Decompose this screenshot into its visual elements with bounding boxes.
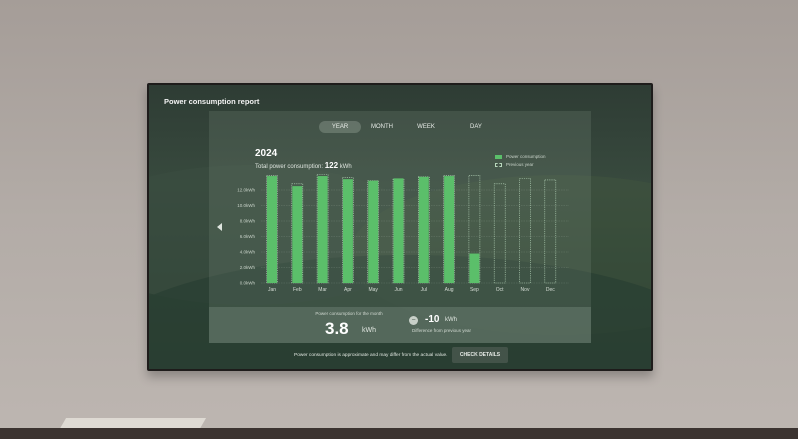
tv-frame: Power consumption report YEAR MONTH WEEK… [147, 83, 653, 371]
difference-label: Difference from previous year [412, 328, 471, 333]
minus-circle-icon: − [409, 316, 418, 325]
x-tick-label: Sep [470, 287, 479, 293]
previous-year-bar [519, 178, 531, 284]
y-tick-label: 8.0kWh [240, 219, 256, 224]
report-panel: YEAR MONTH WEEK DAY 2024 Total power con… [209, 111, 591, 343]
previous-year-bar [493, 183, 506, 284]
consumption-bar [342, 179, 353, 283]
difference-unit: kWh [445, 317, 457, 323]
consumption-bar [317, 176, 328, 283]
disclaimer-note: Power consumption is approximate and may… [294, 353, 448, 358]
previous-year-bar [291, 183, 304, 284]
consumption-bar-chart: 0.0kWh 2.0kWh 4.0kWh 6.0kWh 8.0kWh 10.0kWh 12.… [237, 174, 569, 293]
legend-swatch-previous [495, 162, 502, 167]
tab-year[interactable]: YEAR [319, 121, 361, 133]
x-tick-label: Oct [496, 287, 504, 293]
consumption-bar [368, 180, 379, 283]
y-tick-label: 0.0kWh [240, 281, 256, 286]
x-tick-label: Dec [546, 287, 555, 293]
app-title: Power consumption report [164, 97, 260, 106]
y-tick-label: 12.0kWh [237, 188, 255, 193]
x-tick-label: Jun [394, 287, 402, 293]
chart-legend: Power consumption Previous year [495, 153, 546, 169]
total-label: Total power consumption: [255, 164, 324, 170]
shelf [0, 428, 798, 439]
x-tick-label: Apr [344, 287, 352, 293]
previous-arrow-icon[interactable] [217, 223, 222, 231]
x-tick-label: Feb [293, 287, 302, 293]
consumption-bar [292, 186, 303, 283]
consumption-bar [444, 176, 455, 283]
tab-month[interactable]: MONTH [371, 124, 393, 130]
x-tick-label: Aug [445, 287, 454, 293]
year-label: 2024 [255, 148, 278, 159]
total-consumption: Total power consumption: 122 kWh [255, 161, 352, 170]
y-tick-label: 4.0kWh [240, 250, 256, 255]
stats-bar: Power consumption for the month 3.8 kWh … [209, 307, 591, 343]
previous-year-bar [316, 174, 329, 284]
consumption-bar [393, 178, 404, 283]
y-tick-label: 2.0kWh [240, 265, 256, 270]
consumption-bar [418, 176, 429, 283]
tv-screen: Power consumption report YEAR MONTH WEEK… [149, 85, 651, 369]
check-details-button[interactable]: CHECK DETAILS [452, 347, 508, 363]
legend-item-current: Power consumption [495, 153, 546, 161]
y-tick-label: 6.0kWh [240, 234, 256, 239]
tab-week[interactable]: WEEK [417, 124, 435, 130]
x-tick-label: Jan [268, 287, 276, 293]
month-consumption-unit: kWh [362, 327, 376, 334]
difference-value: -10 [425, 314, 440, 325]
legend-item-previous: Previous year [495, 161, 546, 169]
x-tick-label: Mar [318, 287, 327, 293]
previous-year-bar [544, 179, 557, 284]
legend-swatch-current [495, 154, 502, 159]
y-tick-label: 10.0kWh [237, 203, 255, 208]
month-consumption-value: 3.8 [325, 319, 349, 338]
consumption-bar [267, 176, 277, 283]
total-unit: kWh [339, 164, 352, 170]
legend-label-current: Power consumption [506, 154, 546, 159]
total-value: 122 [324, 161, 339, 170]
consumption-bar [469, 253, 480, 283]
legend-label-previous: Previous year [506, 162, 534, 167]
x-tick-label: Nov [521, 287, 530, 293]
tab-day[interactable]: DAY [470, 124, 482, 130]
x-tick-label: May [368, 287, 378, 293]
month-consumption-label: Power consumption for the month [315, 311, 383, 316]
x-tick-label: Jul [421, 287, 427, 293]
